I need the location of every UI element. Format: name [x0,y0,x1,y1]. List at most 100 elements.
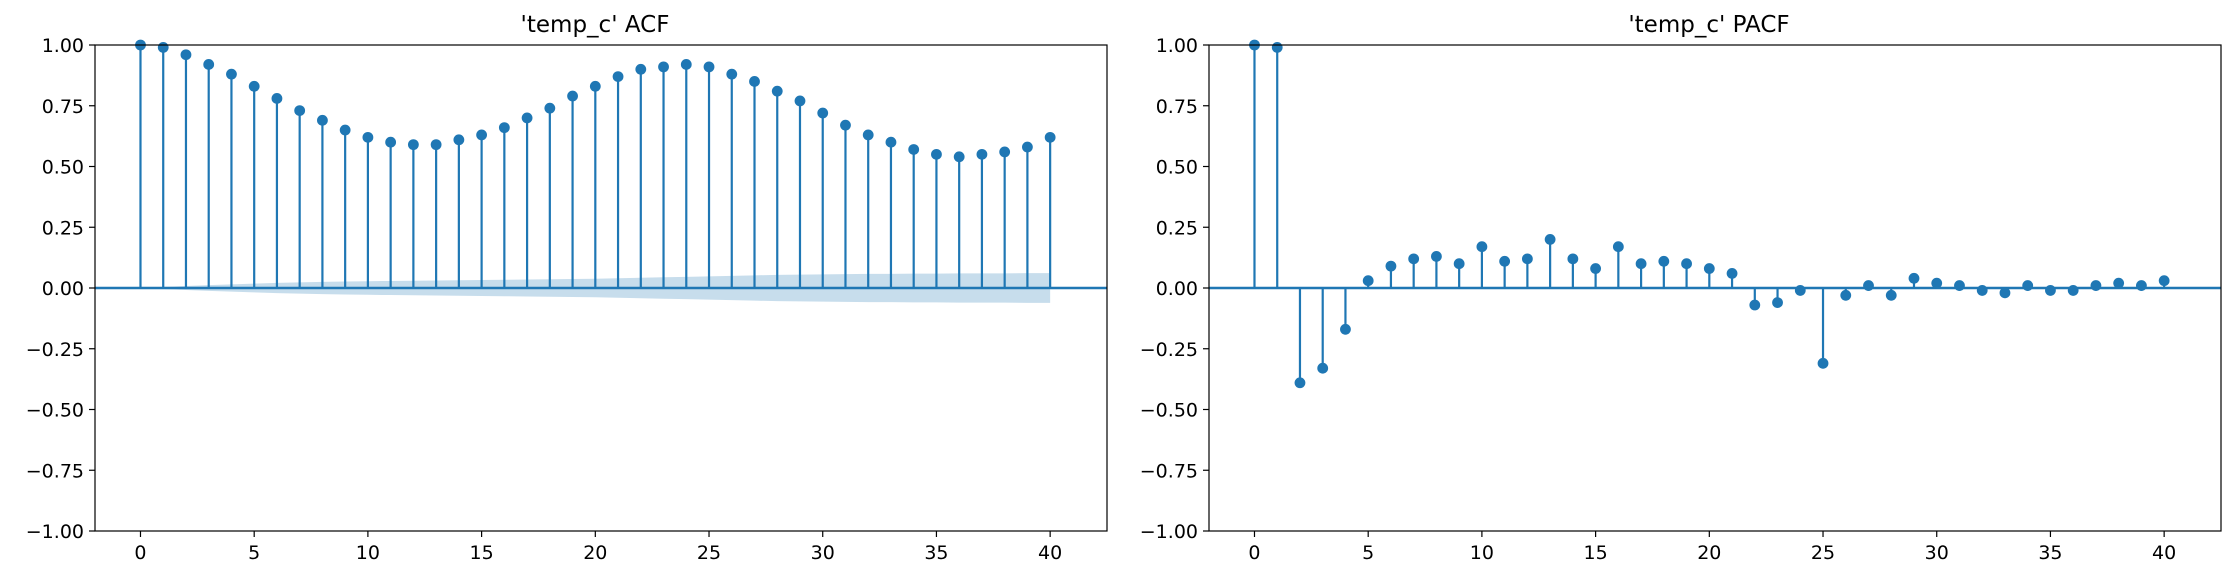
acf-marker-lag-33 [885,136,897,148]
pacf-ytick-label: 0.75 [1156,96,1198,118]
acf-marker-lag-40 [1044,131,1056,143]
pacf-marker-lag-33 [1999,287,2011,299]
pacf-ytick-label: 1.00 [1156,35,1198,57]
acf-marker-lag-32 [862,129,874,141]
pacf-marker-lag-11 [1499,255,1511,267]
acf-marker-lag-3 [203,59,215,70]
acf-ytick-label: −0.25 [26,339,84,361]
pacf-marker-lag-23 [1772,297,1783,308]
acf-marker-lag-2 [180,49,192,61]
acf-marker-lag-18 [544,102,556,114]
pacf-marker-lag-1 [1271,42,1283,53]
acf-marker-lag-20 [589,80,601,92]
acf-xtick-label: 15 [470,542,494,564]
pacf-marker-lag-28 [1885,289,1897,301]
pacf-marker-lag-6 [1385,260,1397,272]
acf-title: 'temp_c' ACF [521,12,670,38]
acf-marker-lag-5 [248,80,260,92]
acf-marker-lag-24 [680,59,692,70]
pacf-marker-lag-12 [1521,253,1533,265]
pacf-marker-lag-16 [1612,241,1624,253]
pacf-marker-lag-29 [1908,272,1920,284]
pacf-marker-lag-15 [1590,263,1602,274]
pacf-marker-lag-19 [1681,258,1692,270]
pacf-xtick-label: 30 [1925,542,1949,564]
acf-marker-lag-34 [908,144,920,155]
acf-xtick-label: 30 [811,542,835,564]
acf-marker-lag-23 [658,61,669,73]
pacf-marker-lag-38 [2113,277,2125,289]
acf-ytick-label: 0.25 [42,217,84,239]
pacf-xtick-label: 35 [2038,542,2062,564]
pacf-marker-lag-7 [1408,253,1420,265]
acf-marker-lag-29 [794,95,806,107]
pacf-marker-lag-37 [2090,280,2102,291]
acf-xtick-label: 5 [248,542,260,564]
pacf-marker-lag-3 [1317,362,1329,374]
pacf-ytick-label: 0.25 [1156,217,1198,239]
acf-marker-lag-27 [749,76,760,87]
acf-marker-lag-13 [430,139,442,151]
pacf-xtick-label: 20 [1697,542,1721,564]
acf-marker-lag-21 [612,71,624,82]
pacf-xtick-label: 5 [1362,542,1374,564]
pacf-marker-lag-21 [1726,268,1738,279]
pacf-marker-lag-18 [1658,255,1670,267]
acf-ytick-label: 0.00 [42,278,84,300]
pacf-marker-lag-13 [1544,234,1556,245]
acf-xtick-label: 25 [697,542,721,564]
acf-ytick-label: −1.00 [26,521,84,543]
acf-ytick-label: −0.50 [26,400,84,422]
pacf-marker-lag-17 [1635,258,1647,270]
acf-panel: 'temp_c' ACF 0 5 10 15 20 25 30 35 40 −1.00 −0.75 −… [26,12,1108,564]
acf-marker-lag-36 [953,151,965,163]
pacf-marker-lag-8 [1431,251,1442,262]
pacf-ytick-label: −1.00 [1140,521,1198,543]
pacf-marker-lag-32 [1976,285,1988,296]
pacf-marker-lag-40 [2158,275,2170,287]
acf-marker-lag-4 [226,68,237,80]
pacf-xtick-label: 40 [2152,542,2176,564]
pacf-ytick-label: 0.50 [1156,157,1198,179]
acf-xtick-label: 10 [356,542,380,564]
pacf-marker-lag-27 [1863,280,1874,291]
pacf-marker-lag-2 [1294,377,1306,389]
acf-marker-lag-37 [976,148,988,160]
pacf-panel: 'temp_c' PACF 0 5 10 15 20 25 30 35 40 −1.00 −0.75… [1140,12,2222,564]
acf-marker-lag-16 [498,122,510,134]
acf-xtick-label: 0 [134,542,146,564]
pacf-marker-lag-34 [2022,280,2034,291]
pacf-xtick-label: 0 [1248,542,1260,564]
pacf-title: 'temp_c' PACF [1628,12,1789,38]
pacf-xtick-label: 10 [1470,542,1494,564]
pacf-xtick-label: 15 [1584,542,1608,564]
pacf-marker-lag-26 [1840,289,1852,301]
pacf-ytick-label: 0.00 [1156,278,1198,300]
pacf-marker-lag-10 [1476,241,1488,253]
pacf-marker-lag-36 [2067,285,2079,296]
acf-marker-lag-17 [521,112,533,124]
acf-ytick-label: 1.00 [42,35,84,57]
acf-ytick-label: 0.50 [42,157,84,179]
pacf-marker-lag-22 [1749,299,1761,311]
pacf-ytick-label: −0.75 [1140,460,1198,482]
acf-xtick-label: 40 [1038,542,1062,564]
pacf-marker-lag-20 [1703,263,1715,274]
pacf-marker-lag-5 [1362,275,1374,287]
acf-ytick-label: 0.75 [42,96,84,118]
acf-ytick-label: −0.75 [26,460,84,482]
acf-marker-lag-11 [385,136,397,148]
pacf-marker-lag-35 [2045,285,2056,296]
pacf-marker-lag-39 [2136,280,2147,291]
acf-marker-lag-35 [931,148,942,160]
acf-marker-lag-38 [999,146,1011,158]
pacf-marker-lag-25 [1817,357,1829,369]
acf-marker-lag-19 [567,90,578,102]
pacf-marker-lag-4 [1340,323,1351,335]
acf-marker-lag-30 [817,107,829,119]
pacf-marker-lag-24 [1794,285,1806,296]
acf-marker-lag-39 [1022,141,1033,153]
acf-marker-lag-12 [407,139,419,151]
acf-marker-lag-1 [157,42,169,53]
